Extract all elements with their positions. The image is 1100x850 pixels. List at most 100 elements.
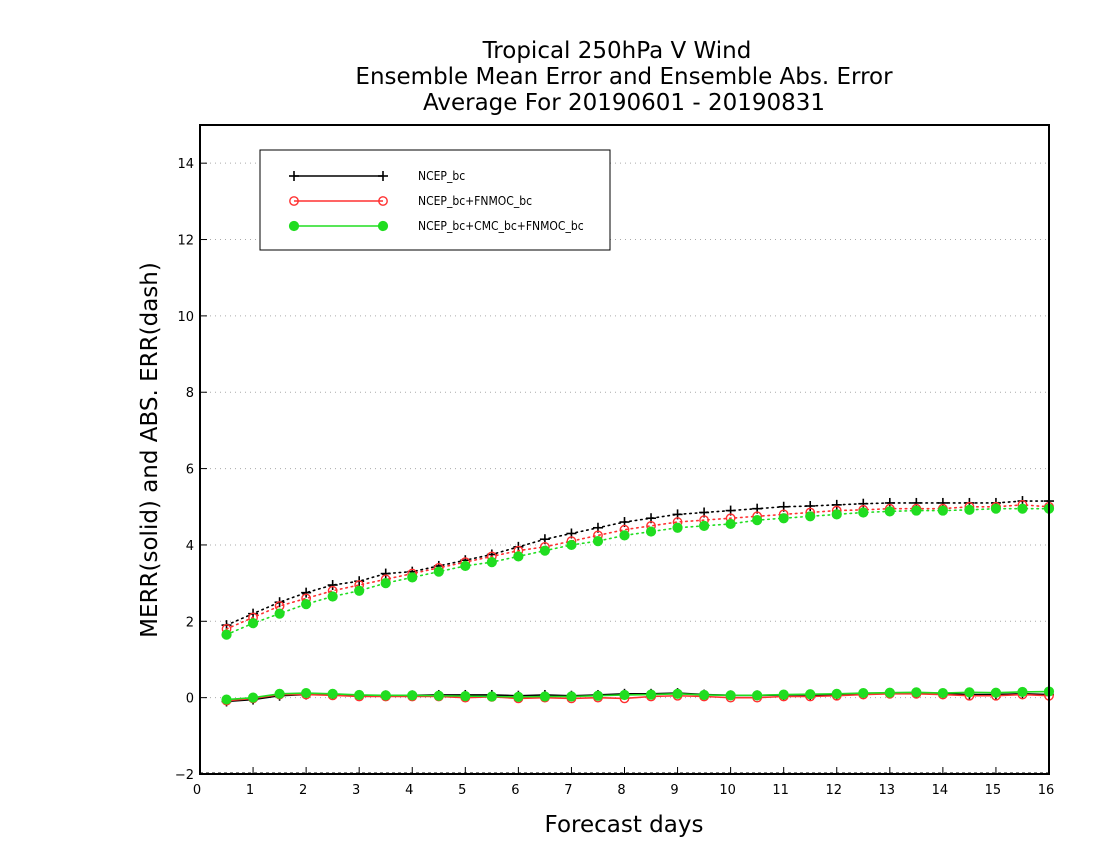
title-line-2: Ensemble Mean Error and Ensemble Abs. Er… bbox=[355, 64, 893, 90]
x-tick-label: 12 bbox=[825, 783, 842, 798]
x-tick-label: 4 bbox=[405, 783, 413, 798]
abs-err-point bbox=[221, 629, 232, 640]
x-tick-label: 15 bbox=[985, 783, 1002, 798]
abs-err-point bbox=[858, 507, 869, 518]
merr-point bbox=[937, 687, 948, 699]
abs-err-point bbox=[752, 515, 763, 526]
abs-err-point bbox=[513, 551, 524, 562]
legend: NCEP_bc NCEP_bc+FNMOC_bc NCEP_bc+CMC_bc+FN… bbox=[259, 149, 611, 251]
abs-err-point bbox=[274, 608, 285, 619]
x-tick-label: 5 bbox=[458, 783, 466, 798]
abs-err-point bbox=[672, 522, 683, 533]
merr-point bbox=[645, 689, 657, 700]
legend-label: NCEP_bc bbox=[418, 169, 465, 183]
x-tick-label: 9 bbox=[670, 783, 678, 798]
y-tick-label: 2 bbox=[186, 615, 194, 630]
merr-point bbox=[1017, 686, 1028, 698]
merr-point bbox=[805, 689, 816, 700]
abs-err-point bbox=[380, 578, 391, 589]
legend-box bbox=[259, 149, 611, 251]
x-tick-label: 7 bbox=[564, 783, 572, 798]
merr-point bbox=[858, 687, 869, 699]
x-tick-label: 0 bbox=[193, 783, 201, 798]
abs-err-point bbox=[486, 557, 497, 568]
legend-entry: NCEP_bc+FNMOC_bc bbox=[289, 194, 532, 208]
series-2 bbox=[221, 499, 1054, 706]
legend-marker bbox=[289, 171, 299, 181]
merr-point bbox=[539, 691, 551, 702]
x-axis-label: Forecast days bbox=[545, 812, 704, 838]
x-tick-label: 14 bbox=[932, 783, 949, 798]
abs-err-point bbox=[805, 511, 816, 522]
x-tick-label: 1 bbox=[246, 783, 254, 798]
merr-point bbox=[911, 687, 922, 698]
x-tick-label: 6 bbox=[511, 783, 519, 798]
series-layer bbox=[221, 496, 1055, 707]
y-tick-label: 12 bbox=[177, 234, 194, 249]
merr-point bbox=[380, 690, 391, 701]
abs-err-point bbox=[805, 501, 816, 512]
merr-point bbox=[513, 691, 524, 702]
title-line-3: Average For 20190601 - 20190831 bbox=[423, 90, 825, 116]
merr-point bbox=[752, 690, 763, 701]
abs-err-point bbox=[619, 530, 630, 541]
merr-point bbox=[460, 691, 471, 702]
abs-err-point bbox=[380, 568, 391, 579]
abs-err-point bbox=[911, 505, 922, 516]
x-tick-label: 11 bbox=[772, 783, 789, 798]
abs-err-point bbox=[645, 526, 657, 537]
abs-err-point bbox=[1017, 503, 1028, 514]
merr-point bbox=[778, 689, 789, 700]
abs-err-point bbox=[937, 505, 948, 516]
abs-err-point bbox=[831, 509, 842, 520]
merr-point bbox=[274, 688, 285, 699]
merr-point bbox=[566, 691, 577, 702]
abs-err-point bbox=[858, 498, 869, 509]
y-tick-label: 0 bbox=[186, 692, 194, 707]
merr-point bbox=[698, 689, 710, 701]
legend-marker bbox=[289, 196, 299, 206]
merr-point bbox=[619, 689, 630, 701]
y-tick-label: 10 bbox=[177, 310, 194, 325]
merr-point bbox=[301, 687, 312, 699]
merr-point bbox=[831, 688, 842, 699]
abs-err-point bbox=[964, 504, 975, 515]
merr-point bbox=[884, 687, 895, 698]
x-tick-label: 2 bbox=[299, 783, 307, 798]
merr-point bbox=[964, 687, 975, 698]
legend-marker bbox=[378, 196, 388, 206]
merr-point bbox=[327, 688, 338, 699]
legend-marker bbox=[378, 171, 388, 181]
merr-point bbox=[592, 690, 604, 701]
abs-err-point bbox=[327, 580, 338, 591]
abs-err-point bbox=[725, 518, 736, 530]
grid bbox=[200, 162, 1049, 774]
x-tick-label: 13 bbox=[879, 783, 896, 798]
merr-point bbox=[407, 690, 418, 701]
abs-err-point bbox=[592, 536, 604, 547]
x-tick-label: 10 bbox=[719, 783, 736, 798]
legend-label: NCEP_bc+CMC_bc+FNMOC_bc bbox=[418, 219, 584, 233]
abs-err-point bbox=[884, 506, 895, 517]
legend-entry: NCEP_bc bbox=[289, 169, 465, 183]
y-tick-label: −2 bbox=[175, 768, 194, 783]
x-tick-label: 8 bbox=[617, 783, 625, 798]
legend-marker bbox=[377, 220, 389, 232]
abs-err-line bbox=[225, 500, 1050, 626]
abs-err-point bbox=[566, 539, 577, 551]
chart-title: Tropical 250hPa V Wind Ensemble Mean Err… bbox=[355, 38, 893, 116]
abs-err-point bbox=[301, 587, 312, 598]
legend-marker bbox=[288, 220, 300, 232]
merr-point bbox=[247, 692, 259, 703]
y-axis-label: MERR(solid) and ABS. ERR(dash) bbox=[137, 262, 163, 638]
abs-err-point bbox=[778, 513, 789, 524]
title-line-1: Tropical 250hPa V Wind bbox=[482, 38, 752, 64]
abs-err-point bbox=[539, 545, 551, 556]
y-tick-label: 8 bbox=[186, 386, 194, 401]
abs-err-point bbox=[354, 585, 365, 596]
abs-err-point bbox=[407, 572, 418, 583]
x-tick-label: 16 bbox=[1038, 783, 1055, 798]
merr-point bbox=[433, 690, 444, 701]
